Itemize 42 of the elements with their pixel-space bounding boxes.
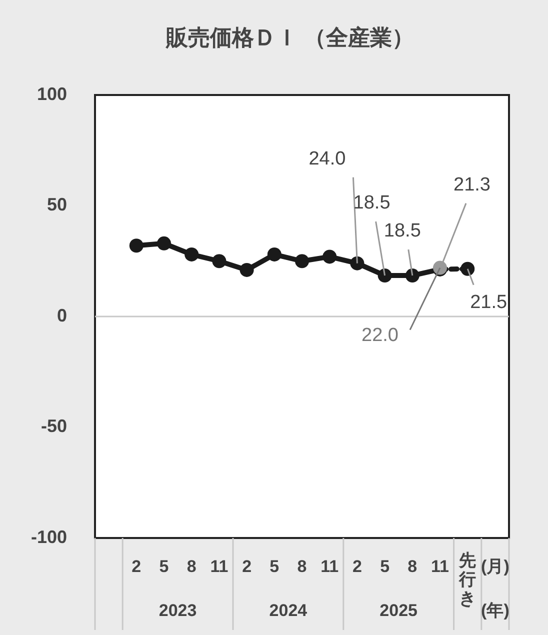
- x-tick-label: 先行き: [458, 551, 476, 608]
- data-label: 21.5: [470, 292, 508, 313]
- x-tick-label: 5: [380, 557, 390, 576]
- point: [295, 254, 309, 268]
- point: [129, 238, 144, 253]
- data-label: 18.5: [353, 192, 390, 214]
- y-tick-label: -100: [30, 526, 67, 547]
- x-tick-label: 2: [352, 557, 362, 576]
- x-tick-label: (月): [481, 557, 510, 576]
- x-tick-label: 2: [132, 557, 142, 576]
- x-tick-label: 8: [186, 557, 196, 576]
- point: [378, 268, 392, 283]
- x-tick-label: 11: [320, 557, 339, 576]
- y-tick-label: 0: [56, 305, 67, 326]
- point: [212, 254, 226, 268]
- y-tick-label: 100: [36, 84, 67, 104]
- point: [350, 256, 364, 270]
- text: (年): [481, 601, 510, 620]
- x-tick-label: 2: [242, 557, 252, 576]
- x-tick-label: 11: [210, 557, 228, 576]
- x-tick-label: 8: [408, 557, 418, 576]
- point: [405, 268, 420, 283]
- data-label: 21.3: [454, 174, 490, 196]
- x-tick-label: 5: [270, 557, 280, 576]
- y-tick-label: -50: [40, 416, 67, 436]
- data-label: 18.5: [384, 220, 421, 242]
- text: 2024: [269, 601, 308, 620]
- x-tick-label: 11: [431, 557, 449, 576]
- point: [267, 247, 282, 262]
- point: [157, 236, 171, 250]
- chart-title: 販売価格ＤＩ （全産業）: [164, 25, 414, 50]
- x-tick-label: 5: [159, 557, 169, 576]
- point: [322, 250, 337, 264]
- data-label: 24.0: [308, 148, 346, 170]
- x-tick-label: 8: [297, 557, 307, 576]
- y-tick-label: 50: [46, 194, 67, 214]
- text: 2023: [158, 601, 197, 620]
- data-label: 22.0: [362, 324, 398, 346]
- text: 2025: [380, 601, 418, 620]
- point: [184, 247, 199, 262]
- point: [240, 262, 254, 277]
- point: [460, 262, 475, 276]
